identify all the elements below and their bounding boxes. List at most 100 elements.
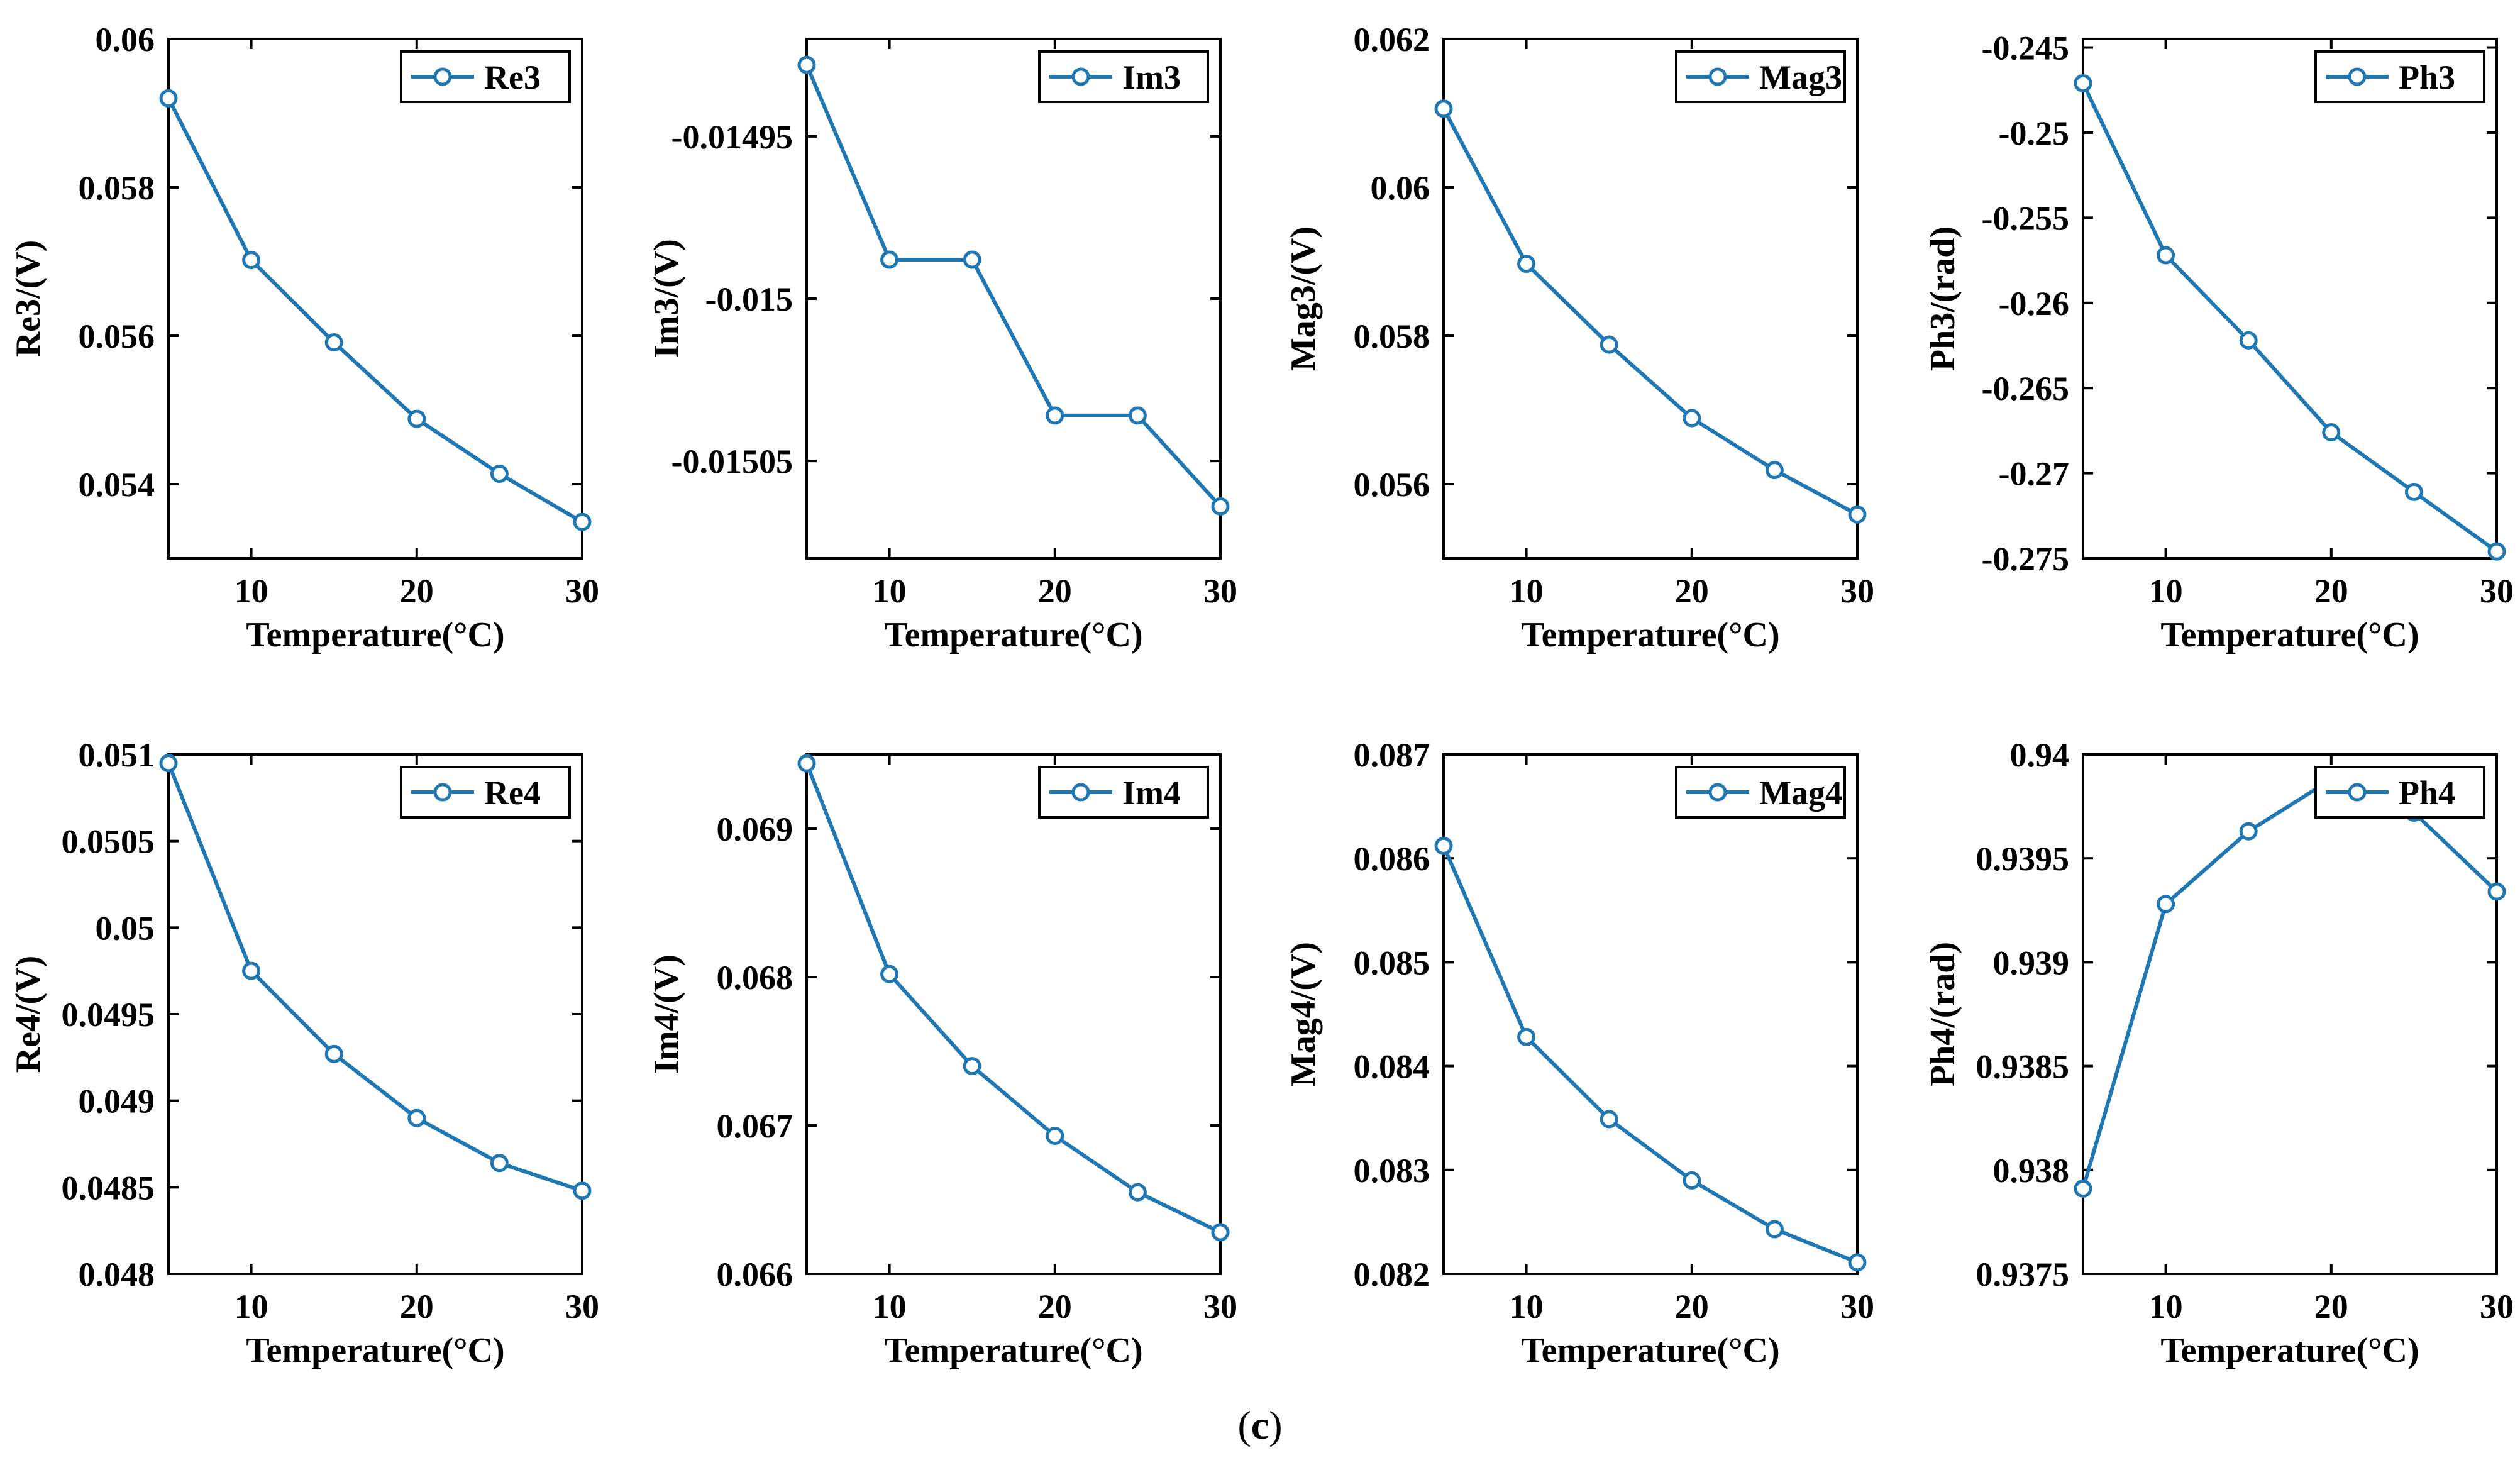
- series-line: [2081, 82, 2498, 553]
- data-point: [573, 1181, 592, 1200]
- x-tick-label: 20: [2314, 1288, 2348, 1325]
- legend-marker-icon: [2348, 67, 2367, 86]
- y-tick-label: 0.056: [1354, 466, 1430, 504]
- data-point: [1128, 406, 1147, 425]
- x-tick-label: 20: [1038, 1288, 1072, 1325]
- y-axis-label: Ph3/(rad): [1923, 226, 1962, 371]
- plot-frame: [167, 38, 583, 560]
- x-tick-label: 30: [1840, 1288, 1874, 1325]
- x-tick-label: 10: [873, 572, 907, 610]
- caption-close: ): [1269, 1403, 1283, 1447]
- y-tick-label: 0.9385: [1976, 1048, 2070, 1086]
- legend: Ph3: [2314, 50, 2485, 103]
- data-point: [797, 55, 816, 74]
- x-tick-label: 20: [2314, 572, 2348, 610]
- legend-label: Ph4: [2399, 774, 2455, 812]
- legend-label: Re4: [484, 774, 541, 812]
- y-tick-label: 0.9395: [1976, 840, 2070, 878]
- chart-ph4: 10 20 30 0.9375 0.938 0.9385 0.939 0.9395 0.94 Te…: [1923, 736, 2514, 1370]
- y-tick-label: -0.265: [1982, 370, 2069, 407]
- y-tick-label: -0.015: [705, 280, 793, 318]
- data-point: [2322, 423, 2341, 442]
- series-line: [1442, 108, 1859, 517]
- x-tick-label: 30: [565, 572, 599, 610]
- x-tick-label: 10: [873, 1288, 907, 1325]
- data-point: [1046, 406, 1064, 425]
- y-tick-label: 0.06: [1371, 169, 1430, 207]
- legend: Im4: [1038, 766, 1209, 819]
- y-tick-label: 0.084: [1354, 1048, 1430, 1086]
- legend-marker-icon: [2348, 783, 2367, 802]
- legend-label: Re3: [484, 58, 541, 96]
- plot-frame: [2082, 753, 2498, 1275]
- x-tick-label: 10: [235, 572, 268, 610]
- y-tick-label: 0.9375: [1976, 1256, 2070, 1293]
- legend-marker-icon: [433, 67, 452, 86]
- data-point: [797, 754, 816, 773]
- plot-frame: [2082, 38, 2498, 560]
- y-tick-label: 0.087: [1354, 736, 1430, 774]
- y-tick-label: 0.069: [717, 810, 793, 848]
- data-point: [2239, 331, 2258, 350]
- chart-im3: 10 20 30 -0.01505 -0.015 -0.01495 Temperature(…: [647, 38, 1237, 655]
- y-axis-label: Mag4/(V): [1284, 942, 1323, 1086]
- y-tick-label: 0.083: [1354, 1152, 1430, 1190]
- y-tick-label: 0.086: [1354, 840, 1430, 878]
- legend: Ph4: [2314, 766, 2485, 819]
- x-tick-label: 30: [2480, 1288, 2514, 1325]
- chart-im4: 10 20 30 0.066 0.067 0.068 0.069 Temperature(°C…: [647, 753, 1237, 1370]
- data-point: [1434, 836, 1453, 855]
- y-tick-label: 0.06: [96, 21, 155, 58]
- y-tick-label: 0.082: [1354, 1256, 1430, 1293]
- legend-label: Mag4: [1759, 774, 1842, 812]
- y-tick-label: 0.068: [717, 959, 793, 997]
- legend-marker-icon: [1708, 783, 1727, 802]
- y-tick-label: 0.05: [96, 909, 155, 947]
- data-point: [1517, 1027, 1536, 1046]
- legend: Re3: [400, 50, 571, 103]
- y-tick-label: 0.94: [2010, 736, 2070, 774]
- data-point: [963, 250, 981, 269]
- y-tick-label: -0.275: [1982, 540, 2069, 578]
- data-point: [1600, 1110, 1618, 1129]
- data-point: [159, 754, 178, 773]
- series-line: [805, 763, 1222, 1234]
- y-axis-label: Ph4/(rad): [1923, 942, 1962, 1086]
- x-axis-label: Temperature(°C): [1521, 1331, 1779, 1370]
- y-tick-label: -0.26: [1999, 285, 2069, 323]
- data-point: [2157, 895, 2175, 914]
- data-point: [573, 512, 592, 531]
- data-point: [490, 464, 509, 483]
- plot-frame: [1442, 38, 1859, 560]
- x-tick-label: 30: [565, 1288, 599, 1325]
- caption-label: c: [1251, 1403, 1269, 1447]
- data-point: [1211, 1223, 1230, 1242]
- legend-marker-icon: [1071, 783, 1090, 802]
- y-tick-label: -0.27: [1999, 455, 2069, 493]
- chart-re3: 10 20 30 0.054 0.056 0.058 0.06 Temperature(°C)…: [9, 21, 599, 655]
- y-tick-label: -0.01505: [671, 443, 793, 480]
- x-axis-label: Temperature(°C): [2160, 1331, 2419, 1370]
- x-tick-label: 30: [1203, 572, 1237, 610]
- y-tick-label: 0.938: [1993, 1152, 2070, 1190]
- series-line: [805, 64, 1222, 508]
- y-axis-label: Re3/(V): [9, 240, 48, 358]
- data-point: [880, 250, 899, 269]
- y-axis-label: Im4/(V): [647, 954, 686, 1074]
- y-tick-label: 0.939: [1993, 944, 2070, 981]
- x-tick-label: 30: [2480, 572, 2514, 610]
- x-tick-label: 10: [1510, 1288, 1544, 1325]
- data-point: [324, 333, 343, 352]
- x-tick-label: 30: [1840, 572, 1874, 610]
- data-point: [2157, 246, 2175, 265]
- y-tick-label: 0.058: [79, 169, 155, 207]
- data-point: [2404, 482, 2423, 501]
- x-tick-label: 30: [1203, 1288, 1237, 1325]
- data-point: [2074, 1180, 2092, 1198]
- legend-box: [400, 766, 571, 819]
- series-line: [167, 762, 583, 1193]
- data-point: [407, 1108, 426, 1127]
- legend: Im3: [1038, 50, 1209, 103]
- x-tick-label: 20: [1038, 572, 1072, 610]
